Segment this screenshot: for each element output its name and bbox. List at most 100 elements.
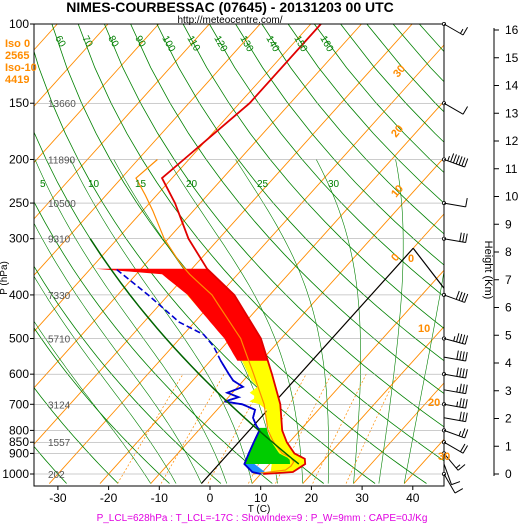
wind-barb xyxy=(443,23,464,36)
wind-barb-flag xyxy=(465,233,468,243)
mixing-ratio-label: 10 xyxy=(88,179,100,190)
isotherm-label: 30 xyxy=(438,451,450,463)
wind-barb-flag xyxy=(462,445,468,454)
wind-barb-flag xyxy=(464,158,469,168)
wind-barb xyxy=(443,417,466,423)
temperature-tick-label: 20 xyxy=(305,491,319,505)
isotherm-line xyxy=(34,24,312,333)
isotherm-line xyxy=(48,44,444,484)
wind-barb xyxy=(443,389,466,395)
moist-adiabat-line xyxy=(235,159,329,484)
wind-barb-flag xyxy=(459,367,462,378)
isotherm-line xyxy=(0,24,7,484)
dewpoint-line xyxy=(115,268,261,475)
wind-barb-flag xyxy=(458,291,463,301)
pressure-tick-label: 200 xyxy=(9,152,29,166)
moist-adiabat-line xyxy=(378,159,404,484)
wind-barb-flag xyxy=(454,488,464,494)
geopotential-label: 5710 xyxy=(48,335,71,346)
footer-indices: P_LCL=628hPa : T_LCL=-17C : ShowIndex=9 … xyxy=(97,513,428,524)
height-tick-label: 6 xyxy=(505,301,512,315)
dry-adiabat-label: 120 xyxy=(211,34,229,54)
wind-barb-flag xyxy=(450,153,455,163)
freezing-line-3: Iso-10 xyxy=(5,62,37,74)
mixing-ratio-label: 20 xyxy=(186,179,198,190)
height-tick-label: 0 xyxy=(505,467,512,481)
wind-barb-flag xyxy=(460,443,466,452)
dry-adiabat-line xyxy=(51,24,427,484)
moist-layer-area xyxy=(244,427,290,464)
height-tick-label: 4 xyxy=(505,356,512,370)
wind-barb-flag xyxy=(461,334,466,344)
dry-adiabat-line xyxy=(104,24,444,428)
moist-adiabat-line xyxy=(34,320,151,484)
moist-adiabat-line xyxy=(70,159,253,484)
height-tick-label: 9 xyxy=(505,217,512,231)
pressure-tick-label: 1000 xyxy=(2,467,29,481)
dry-adiabat-label: 100 xyxy=(159,34,177,54)
pressure-tick-label: 100 xyxy=(9,17,29,31)
wind-barb xyxy=(443,102,464,115)
dry-adiabat-line xyxy=(34,265,222,484)
source-url: http://meteocentre.com/ xyxy=(177,15,282,26)
area-fills xyxy=(95,268,306,474)
height-tick-label: 14 xyxy=(505,79,519,93)
isotherm-line xyxy=(34,24,210,220)
height-tick-label: 7 xyxy=(505,273,512,287)
isotherm-label: 10 xyxy=(418,323,430,335)
wind-barb-flag xyxy=(464,335,469,345)
pressure-tick-label: 500 xyxy=(9,332,29,346)
temperature-axis: -30 -20 -10 0 10 20 30 40 xyxy=(49,486,420,505)
geopotential-label: 9310 xyxy=(48,235,71,246)
wind-barb-flag xyxy=(465,352,468,362)
surface-layer-area xyxy=(244,464,271,474)
freezing-level-box: Iso 0 2565 Iso-10 4419 xyxy=(5,38,37,86)
y2-axis-label: Height (Km) xyxy=(482,241,494,300)
geopotential-label: 10500 xyxy=(48,199,76,210)
wind-barb-flag xyxy=(456,333,460,343)
temperature-tick-label: 40 xyxy=(406,491,420,505)
mixing-ratio-line xyxy=(345,374,398,484)
mixing-ratio-label: 25 xyxy=(257,179,269,190)
mixing-ratio-label: 30 xyxy=(328,179,340,190)
wind-barb-flag xyxy=(461,428,466,438)
wind-barb-flag xyxy=(461,157,466,167)
wind-barb-flag xyxy=(459,232,462,242)
wind-barb-flag xyxy=(457,464,466,471)
height-tick-label: 5 xyxy=(505,328,512,342)
zero-isotherm-line xyxy=(200,247,414,484)
freezing-line-2: 2565 xyxy=(5,50,29,62)
temperature-tick-label: 0 xyxy=(207,491,214,505)
pressure-tick-label: 700 xyxy=(9,397,29,411)
dry-adiabat-label: 90 xyxy=(132,34,147,50)
dry-adiabat-line xyxy=(34,387,119,484)
dry-adiabat-line xyxy=(209,24,444,298)
pressure-tick-label: 850 xyxy=(9,435,29,449)
geopotential-label: 202 xyxy=(48,470,65,481)
dry-adiabat-label: 80 xyxy=(105,34,120,50)
height-tick-label: 3 xyxy=(505,384,512,398)
wind-barb-flag xyxy=(464,293,469,303)
mixing-ratio-label: 5 xyxy=(40,179,46,190)
isotherm-upper-label: 20 xyxy=(389,123,406,140)
dry-adiabat-line xyxy=(34,50,376,484)
isotherm-line xyxy=(34,24,160,164)
wind-barb-flag xyxy=(452,154,457,164)
x-axis-label: T (C) xyxy=(248,504,271,515)
dry-adiabat-label: 140 xyxy=(263,34,281,54)
isotherm-line xyxy=(34,24,109,107)
wind-barb-half xyxy=(458,430,462,437)
temperature-tick-label: 30 xyxy=(355,491,369,505)
wind-barb-flag xyxy=(465,384,468,394)
reference-adiabat-line xyxy=(89,238,300,465)
wind-barb-flag xyxy=(462,26,468,36)
height-tick-label: 2 xyxy=(505,412,512,426)
wind-barb-half xyxy=(460,28,464,34)
wind-barb xyxy=(443,429,465,439)
wind-barb xyxy=(443,373,466,379)
dry-adiabat-label: 70 xyxy=(79,34,94,50)
wind-barb-flag xyxy=(465,369,468,379)
